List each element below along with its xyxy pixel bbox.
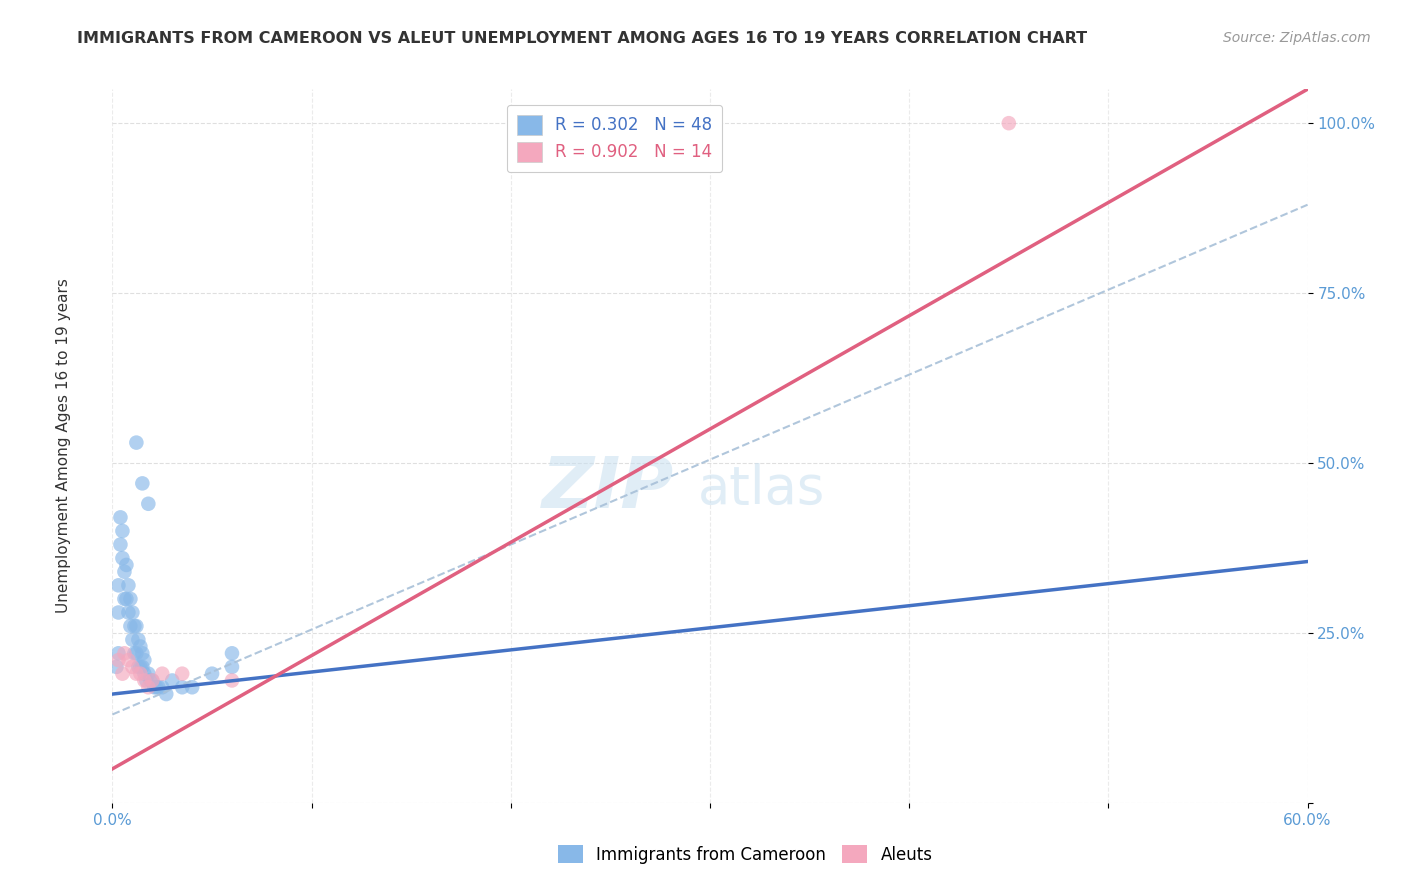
Point (125, 666, 148, 681)
Point (117, 606, 139, 620)
Point (117, 653, 139, 667)
Point (131, 476, 153, 491)
Point (115, 558, 138, 572)
Point (143, 680, 166, 694)
Point (117, 578, 139, 592)
Point (129, 666, 152, 681)
Point (129, 660, 152, 674)
Point (105, 660, 128, 674)
Point (134, 653, 156, 667)
Point (145, 680, 167, 694)
Point (121, 632, 143, 647)
Point (221, 673, 243, 688)
Text: Unemployment Among Ages 16 to 19 years: Unemployment Among Ages 16 to 19 years (56, 278, 70, 614)
Point (120, 619, 142, 633)
Point (172, 680, 194, 694)
Legend: R = 0.302   N = 48, R = 0.902   N = 14: R = 0.302 N = 48, R = 0.902 N = 14 (506, 104, 723, 172)
Point (125, 619, 148, 633)
Point (131, 646, 153, 660)
Text: IMMIGRANTS FROM CAMEROON VS ALEUT UNEMPLOYMENT AMONG AGES 16 TO 19 YEARS CORRELA: IMMIGRANTS FROM CAMEROON VS ALEUT UNEMPL… (77, 31, 1087, 46)
Text: Source: ZipAtlas.com: Source: ZipAtlas.com (1223, 31, 1371, 45)
Point (131, 660, 153, 674)
Point (125, 435, 148, 450)
Point (107, 578, 129, 592)
Point (139, 673, 162, 688)
Point (124, 619, 146, 633)
Point (107, 606, 129, 620)
Point (221, 646, 243, 660)
Text: atlas: atlas (699, 463, 825, 515)
Point (127, 632, 149, 647)
Point (162, 673, 183, 688)
Point (127, 660, 149, 674)
Point (124, 646, 146, 660)
Point (141, 673, 163, 688)
Legend: Immigrants from Cameroon, Aleuts: Immigrants from Cameroon, Aleuts (551, 838, 939, 871)
Point (107, 653, 129, 667)
Point (148, 680, 170, 694)
Point (150, 666, 173, 681)
Point (114, 565, 135, 579)
Point (129, 640, 152, 654)
Point (138, 666, 160, 681)
Point (121, 606, 143, 620)
Point (181, 680, 204, 694)
Point (121, 660, 143, 674)
Point (111, 666, 134, 681)
Point (120, 591, 142, 606)
Point (155, 687, 177, 701)
Point (998, 116, 1021, 130)
Point (150, 680, 173, 694)
Text: ZIP: ZIP (541, 454, 675, 524)
Point (141, 673, 163, 688)
Point (138, 497, 160, 511)
Point (134, 673, 156, 688)
Point (125, 646, 148, 660)
Point (111, 551, 134, 566)
Point (111, 524, 134, 538)
Point (114, 646, 135, 660)
Point (110, 510, 132, 524)
Point (110, 537, 132, 551)
Point (107, 646, 129, 660)
Point (201, 666, 224, 681)
Point (172, 666, 194, 681)
Point (138, 680, 160, 694)
Point (221, 660, 243, 674)
Point (134, 666, 156, 681)
Point (135, 673, 157, 688)
Point (114, 591, 135, 606)
Point (115, 591, 138, 606)
